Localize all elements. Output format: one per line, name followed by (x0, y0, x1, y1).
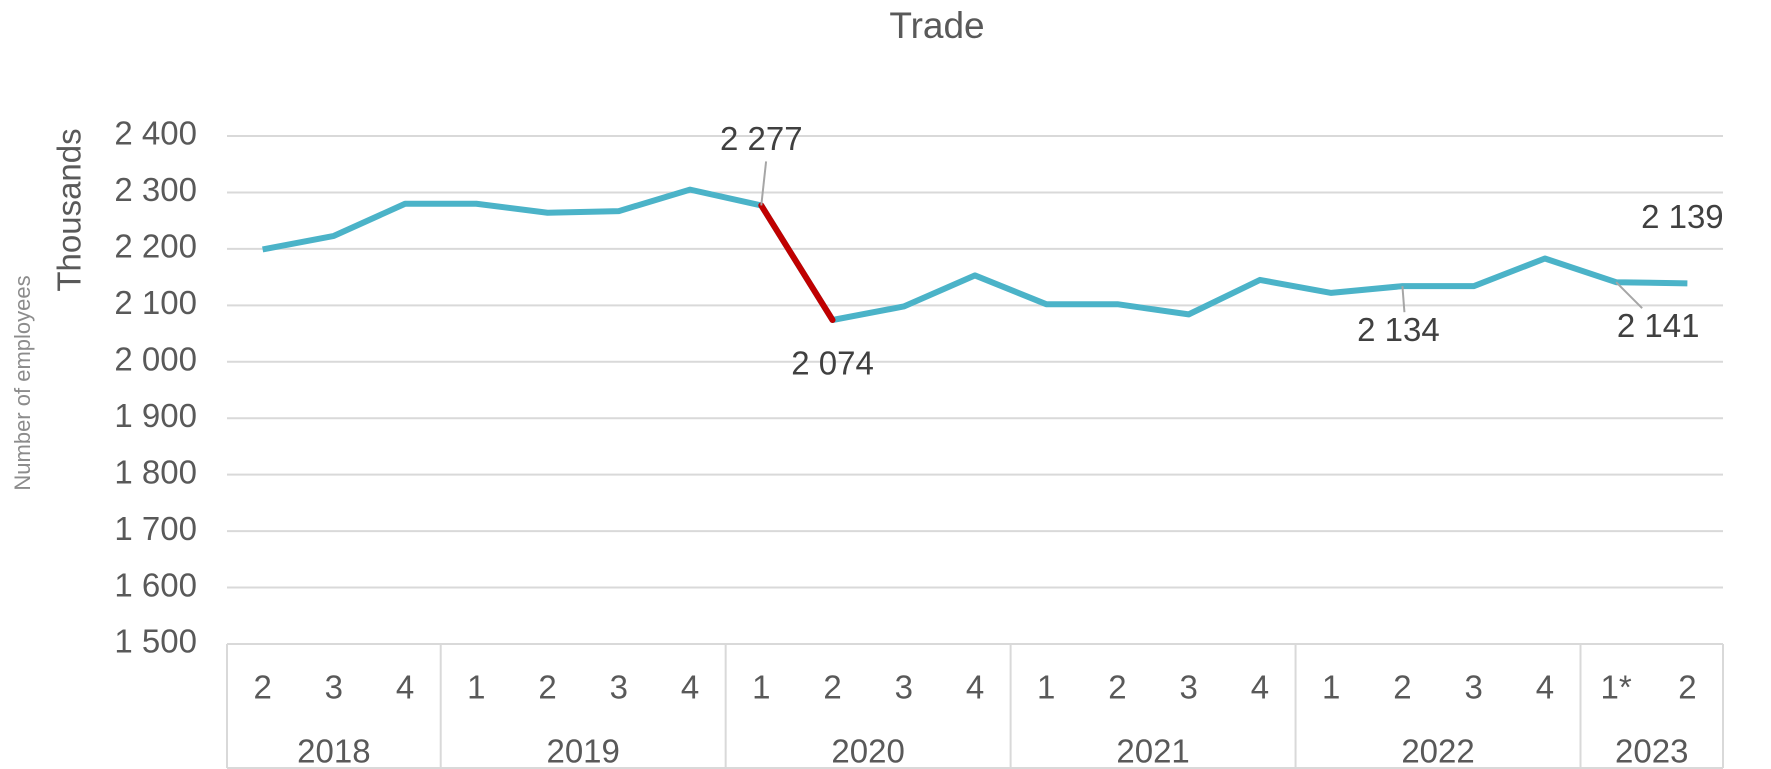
x-tick-label: 4 (396, 669, 414, 706)
data-label: 2 134 (1357, 311, 1440, 348)
x-group-label: 2018 (297, 733, 370, 769)
x-tick-label: 4 (681, 669, 699, 706)
x-group-label: 2023 (1615, 733, 1688, 769)
x-tick-label: 3 (1180, 669, 1198, 706)
x-tick-label: 2 (1678, 669, 1696, 706)
x-group-label: 2022 (1401, 733, 1474, 769)
x-tick-label: 1* (1601, 669, 1632, 706)
x-tick-label: 2 (253, 669, 271, 706)
chart-title: Trade (889, 5, 984, 46)
x-tick-label: 4 (966, 669, 984, 706)
y-tick-label: 2 400 (114, 115, 197, 152)
x-group-label: 2019 (546, 733, 619, 769)
data-label: 2 141 (1617, 307, 1700, 344)
x-tick-label: 3 (325, 669, 343, 706)
y-tick-label: 2 300 (114, 171, 197, 208)
y-axis-outer-label: Number of employees (10, 275, 35, 490)
x-tick-label: 2 (1393, 669, 1411, 706)
x-tick-label: 1 (467, 669, 485, 706)
y-tick-label: 2 100 (114, 284, 197, 321)
line-series (262, 186, 1688, 324)
leader-line (1401, 286, 1406, 313)
data-label: 2 139 (1641, 198, 1724, 235)
x-tick-label: 3 (1464, 669, 1482, 706)
x-tick-label: 3 (610, 669, 628, 706)
y-tick-label: 1 900 (114, 397, 197, 434)
x-tick-label: 1 (1037, 669, 1055, 706)
x-tick-label: 4 (1536, 669, 1554, 706)
y-tick-label: 1 700 (114, 510, 197, 547)
x-group-label: 2020 (831, 733, 904, 769)
x-tick-label: 4 (1251, 669, 1269, 706)
y-tick-label: 2 000 (114, 340, 197, 377)
data-label: 2 074 (791, 345, 874, 382)
leader-line (1615, 281, 1643, 309)
y-tick-label: 1 500 (114, 623, 197, 660)
highlight-segment (758, 202, 836, 324)
x-group-label: 2021 (1116, 733, 1189, 769)
y-tick-label: 2 200 (114, 228, 197, 265)
y-tick-label: 1 600 (114, 566, 197, 603)
x-tick-label: 2 (538, 669, 556, 706)
data-label: 2 277 (720, 120, 803, 157)
x-tick-label: 1 (752, 669, 770, 706)
leader-line (760, 161, 768, 206)
x-tick-label: 2 (1108, 669, 1126, 706)
y-axis-label: Thousands (51, 128, 88, 291)
y-tick-label: 1 800 (114, 453, 197, 490)
x-tick-label: 3 (895, 669, 913, 706)
x-tick-label: 1 (1322, 669, 1340, 706)
x-tick-label: 2 (823, 669, 841, 706)
